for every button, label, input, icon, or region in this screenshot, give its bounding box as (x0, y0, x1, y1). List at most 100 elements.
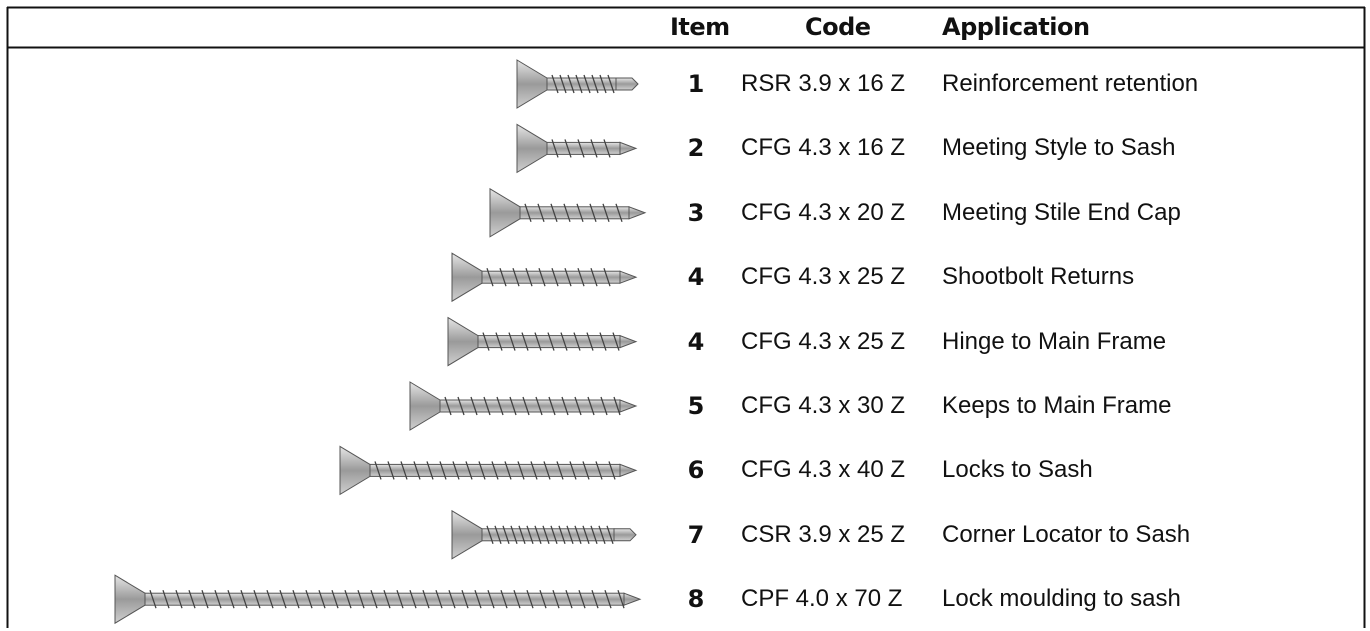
screw-thread (279, 589, 287, 609)
screw-thread (530, 461, 538, 480)
screw-thread (149, 589, 157, 609)
screw-thread (590, 139, 598, 158)
screw-thread (344, 589, 352, 609)
screw-thread (444, 396, 452, 416)
screw-thread (508, 332, 516, 351)
screw-thread (599, 332, 607, 351)
screw-thread (478, 461, 486, 480)
screw-thread (457, 396, 465, 416)
item-number: 4 (687, 263, 705, 292)
screw-thread (305, 589, 313, 609)
screw-tip (619, 463, 638, 478)
screw-thread (577, 139, 585, 158)
screw-thread (486, 525, 494, 545)
screw-thread (534, 332, 542, 351)
screw-thread (474, 589, 482, 609)
screw-thread (591, 589, 599, 609)
screw-tip (628, 206, 647, 220)
item-number: 6 (687, 456, 705, 485)
screw-tip (619, 399, 638, 413)
screw-thread (240, 589, 248, 609)
screw-thread (483, 396, 491, 416)
code: CFG 4.3 x 25 Z (741, 327, 906, 355)
code: CFG 4.3 x 30 Z (741, 392, 906, 419)
screw-thread (175, 589, 183, 609)
screw-thread (357, 589, 365, 609)
application: Reinforcement retention (942, 70, 1199, 97)
screw-images (114, 59, 647, 625)
screw-thread (560, 332, 568, 351)
screw-head (451, 509, 483, 560)
screw-thread (603, 139, 611, 158)
screw-thread (589, 203, 597, 223)
screw-thread (383, 589, 391, 609)
screw-thread (499, 267, 507, 287)
header-item: Item (670, 13, 730, 41)
screw-thread (607, 74, 615, 94)
application: Keeps to Main Frame (942, 392, 1172, 419)
screw-thread (513, 589, 521, 609)
screw-thread (559, 74, 567, 94)
code: CFG 4.3 x 40 Z (741, 456, 906, 484)
screw-tip (613, 528, 637, 542)
screw-thread (517, 461, 525, 480)
header-code: Code (805, 13, 871, 41)
screw-thread (387, 461, 395, 480)
screw-thread (494, 525, 502, 545)
screw-thread (551, 74, 559, 94)
screw-thread (615, 203, 623, 223)
screw-thread (569, 461, 577, 480)
screw-thread (266, 589, 274, 609)
screw-thread (526, 525, 534, 545)
screw-thread (491, 461, 499, 480)
screw-head (489, 187, 521, 238)
screw-thread (482, 332, 490, 351)
screw-thread (578, 589, 586, 609)
screw-thread (576, 203, 584, 223)
screw-thread (535, 396, 543, 416)
screw-thread (227, 589, 235, 609)
screw-thread (292, 589, 300, 609)
screw-thread (582, 525, 590, 545)
screw-thread (526, 589, 534, 609)
screw-thread (564, 267, 572, 287)
screw-shank (546, 77, 617, 91)
screw-thread (591, 74, 599, 94)
screw-thread (551, 267, 559, 287)
screw-thread (565, 589, 573, 609)
screw-thread (590, 267, 598, 287)
screw-head (516, 59, 548, 109)
screw-thread (435, 589, 443, 609)
screw-head (114, 574, 146, 625)
screw-head (409, 381, 441, 431)
screw-thread (487, 589, 495, 609)
screw-thread (521, 332, 529, 351)
screw-tip (623, 592, 642, 606)
code: CPF 4.0 x 70 Z (741, 585, 903, 613)
application: Meeting Style to Sash (942, 134, 1176, 162)
screw-head (451, 252, 483, 303)
code: RSR 3.9 x 16 Z (741, 70, 906, 97)
screw-thread (595, 461, 603, 480)
screw-thread (542, 525, 550, 545)
screw-thread (574, 525, 582, 545)
screw-thread (567, 74, 575, 94)
screw-thread (522, 396, 530, 416)
screw-shank (519, 206, 630, 220)
screw-thread (496, 396, 504, 416)
screw-thread (550, 525, 558, 545)
code: CSR 3.9 x 25 Z (741, 520, 906, 548)
code: CFG 4.3 x 16 Z (741, 134, 906, 162)
screw-thread (470, 396, 478, 416)
item-number: 7 (687, 520, 705, 549)
screw-thread (566, 525, 574, 545)
screw-thread (396, 589, 404, 609)
screw-thread (426, 461, 434, 480)
screw-thread (577, 267, 585, 287)
screw-thread (461, 589, 469, 609)
screw-thread (400, 461, 408, 480)
screw-thread (550, 203, 558, 223)
screw-thread (599, 74, 607, 94)
screw-thread (563, 203, 571, 223)
